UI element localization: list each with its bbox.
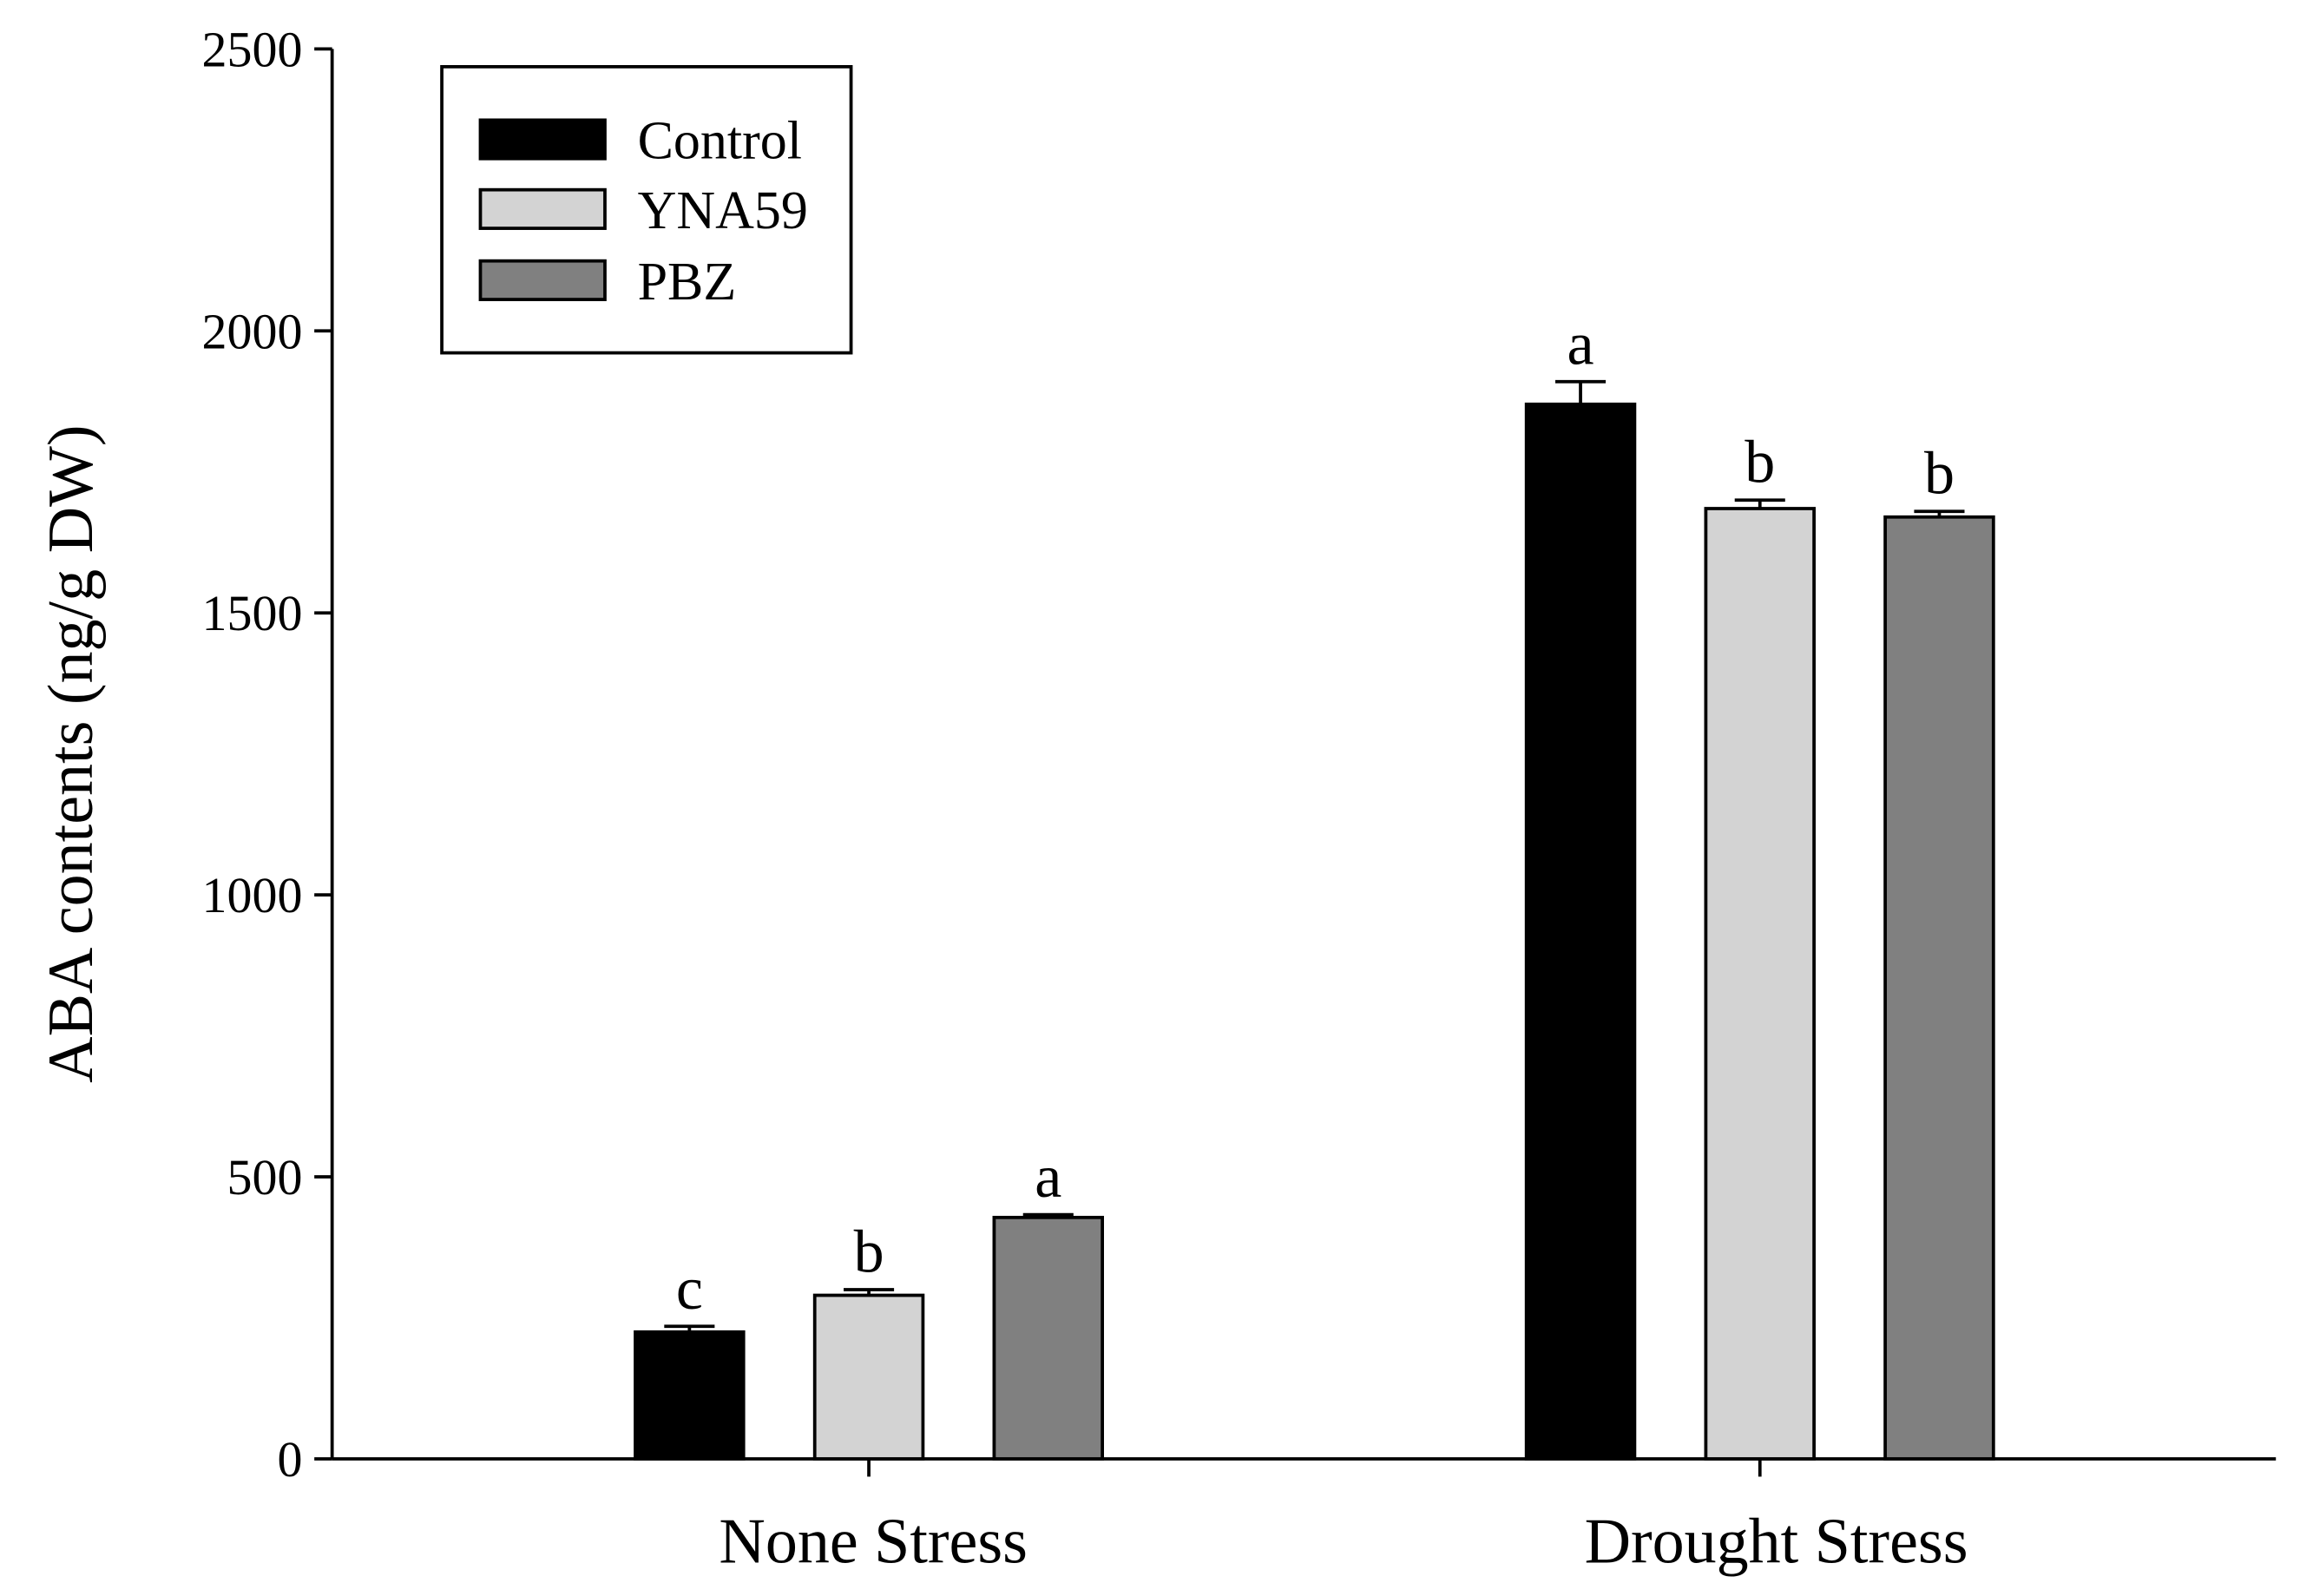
y-tick-label: 500 xyxy=(227,1149,302,1205)
legend-swatch xyxy=(478,187,607,230)
bar xyxy=(1704,507,1816,1461)
x-tick-label: None Stress xyxy=(719,1507,1028,1578)
bar xyxy=(1524,402,1637,1461)
legend-swatch xyxy=(478,118,607,161)
bar xyxy=(1883,515,1995,1461)
legend: Control YNA59 PBZ xyxy=(440,64,853,355)
significance-label: a xyxy=(1567,311,1594,378)
y-tick-label: 1500 xyxy=(201,585,302,641)
y-tick-label: 2500 xyxy=(201,21,302,77)
x-tick-label: Drought Stress xyxy=(1585,1507,1968,1578)
bar xyxy=(634,1330,746,1461)
bar xyxy=(812,1293,925,1461)
significance-label: b xyxy=(1745,430,1775,496)
y-tick-label: 1000 xyxy=(201,867,302,923)
axes: 0 500 1000 1500 2000 2500 ABA contents (ng/g D… xyxy=(36,21,2277,1578)
bars: c b a a b b xyxy=(634,311,1995,1461)
legend-label: PBZ xyxy=(638,253,737,312)
legend-label: Control xyxy=(638,112,802,171)
significance-label: b xyxy=(1924,441,1955,508)
bar xyxy=(992,1215,1105,1461)
legend-label: YNA59 xyxy=(638,181,808,240)
significance-label: b xyxy=(854,1219,884,1286)
significance-label: a xyxy=(1035,1144,1061,1211)
y-axis-label: ABA contents (ng/g DW) xyxy=(36,424,107,1082)
y-tick-label: 0 xyxy=(277,1431,302,1488)
legend-swatch xyxy=(478,259,607,301)
significance-label: c xyxy=(676,1256,703,1323)
y-tick-label: 2000 xyxy=(201,303,302,359)
